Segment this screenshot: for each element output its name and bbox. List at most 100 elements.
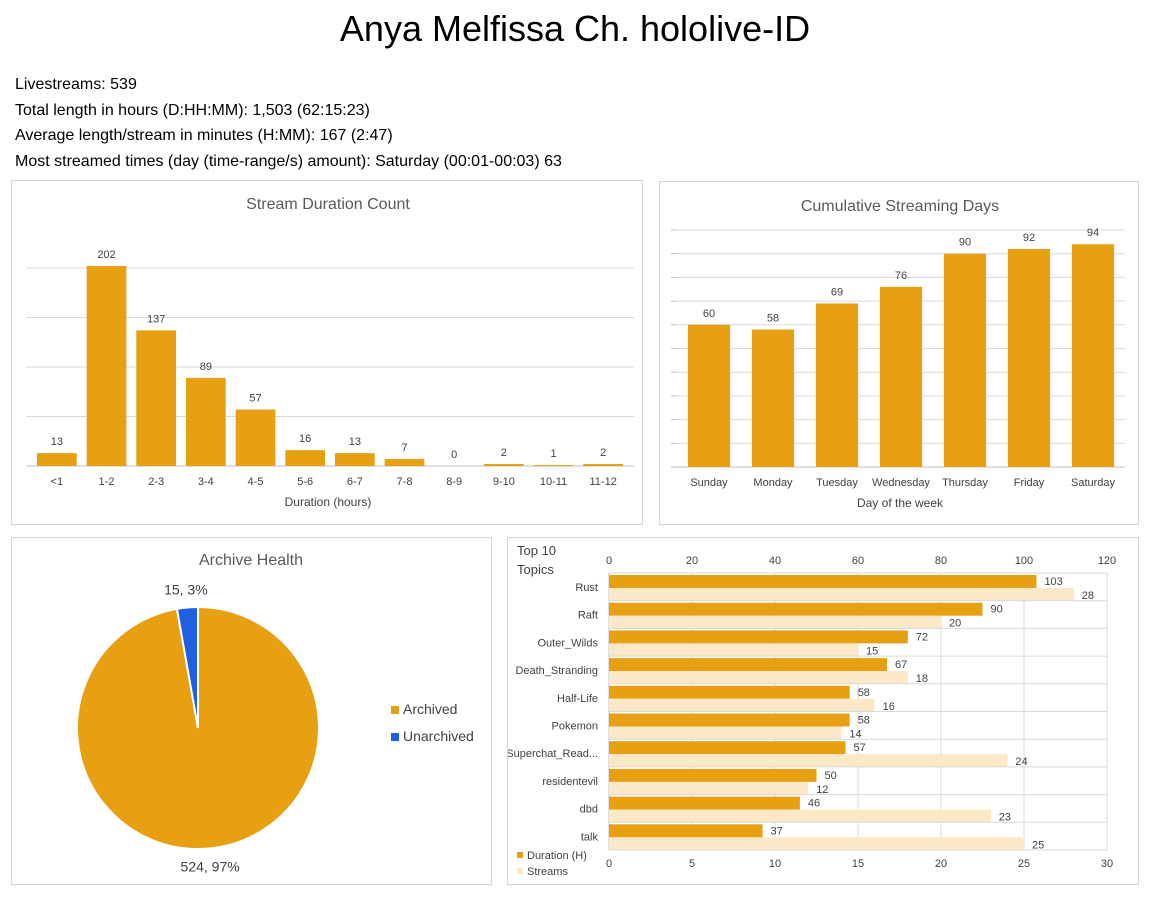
legend-swatch	[517, 852, 523, 858]
data-label: 76	[895, 270, 907, 282]
data-label: 72	[916, 631, 928, 643]
stat-livestreams: Livestreams: 539	[15, 76, 137, 93]
stat-average-length: Average length/stream in minutes (H:MM):…	[15, 127, 393, 144]
x-tick-label: 4-5	[248, 476, 264, 488]
y-tick-label: dbd	[580, 804, 598, 816]
data-label: 25	[1032, 839, 1044, 851]
data-label: 90	[991, 604, 1003, 616]
bar	[583, 464, 624, 466]
data-label: 12	[816, 784, 828, 796]
x-tick-label: 3-4	[198, 476, 214, 488]
legend-swatch	[391, 733, 399, 741]
y-tick-label: Death_Stranding	[515, 665, 598, 677]
legend-label: Duration (H)	[527, 850, 587, 862]
x-tick-label: 10-11	[540, 476, 567, 488]
x-tick-label-top: 20	[686, 555, 698, 567]
data-label: 46	[808, 798, 820, 810]
data-label: 94	[1087, 227, 1099, 239]
data-label: 90	[959, 237, 971, 249]
y-tick-label: residentevil	[542, 776, 598, 788]
data-label: 13	[51, 436, 63, 448]
x-tick-label-bottom: 10	[769, 858, 781, 870]
x-tick-label-bottom: 20	[935, 858, 947, 870]
data-label: 7	[401, 442, 407, 454]
bar	[384, 459, 425, 466]
x-tick-label-bottom: 0	[606, 858, 612, 870]
bar	[879, 286, 923, 467]
bar-duration	[609, 658, 888, 672]
bar	[334, 453, 375, 466]
y-tick-label: Rust	[575, 582, 598, 594]
bar-streams	[609, 671, 908, 685]
bar-duration	[609, 630, 908, 644]
bar-duration	[609, 741, 846, 755]
bar-streams	[609, 809, 991, 823]
x-tick-label: 11-12	[590, 476, 617, 488]
data-label: 57	[854, 742, 866, 754]
data-label: 28	[1082, 590, 1094, 602]
legend-swatch	[517, 868, 523, 874]
bar-streams	[609, 726, 842, 740]
data-label: 92	[1023, 232, 1035, 244]
page-title: Anya Melfissa Ch. hololive-ID	[339, 8, 811, 49]
y-tick-label: Raft	[578, 610, 598, 622]
slice-label: 15, 3%	[164, 582, 208, 598]
bar	[185, 377, 226, 466]
topics-chart-panel: Top 10 Topics 0 20 40 60 80 100 120 0 5 10 15 20 25 30 1…	[507, 537, 1139, 885]
data-label: 67	[895, 659, 907, 671]
data-label: 18	[916, 673, 928, 685]
data-label: 60	[703, 308, 715, 320]
x-tick-label: Wednesday	[872, 477, 930, 489]
legend-swatch	[391, 706, 399, 714]
x-tick-label: Monday	[753, 477, 793, 489]
pie-slice	[175, 605, 199, 729]
bar-streams	[609, 837, 1024, 851]
days-chart: Cumulative Streaming Days Day of the wee…	[671, 198, 1125, 510]
x-axis-label: Duration (hours)	[285, 495, 372, 509]
legend-label: Archived	[403, 701, 457, 717]
x-tick-label-bottom: 5	[689, 858, 695, 870]
days-chart-panel: Cumulative Streaming Days Day of the wee…	[659, 181, 1139, 525]
data-label: 37	[771, 825, 783, 837]
x-tick-label: Sunday	[690, 477, 728, 489]
bar	[815, 303, 859, 467]
data-label: 202	[97, 249, 115, 261]
bar	[1071, 244, 1115, 467]
data-label: 2	[501, 447, 507, 459]
data-label: 50	[825, 770, 837, 782]
slice-label: 524, 97%	[181, 858, 240, 874]
bar	[943, 253, 987, 467]
bar-streams	[609, 643, 858, 657]
duration-chart: Stream Duration Count Duration (hours) 1…	[26, 196, 634, 509]
y-tick-label: Half-Life	[557, 693, 598, 705]
data-label: 137	[147, 313, 165, 325]
data-label: 2	[600, 447, 606, 459]
bar-duration	[609, 768, 817, 782]
data-label: 14	[849, 729, 861, 741]
x-tick-label: Tuesday	[816, 477, 858, 489]
chart-title: Archive Health	[199, 552, 303, 569]
data-label: 58	[767, 313, 779, 325]
archive-chart: Archive Health 524, 97% 15, 3% Archived Una…	[76, 552, 474, 874]
bar	[687, 324, 731, 467]
bar-duration	[609, 713, 850, 727]
data-label: 89	[200, 361, 212, 373]
x-tick-label: Friday	[1014, 477, 1045, 489]
data-label: 20	[949, 618, 961, 630]
bar-streams	[609, 588, 1074, 601]
x-tick-label-top: 60	[852, 555, 864, 567]
bar	[86, 266, 127, 466]
x-tick-label-top: 40	[769, 555, 781, 567]
data-label: 16	[299, 433, 311, 445]
chart-title: Top 10	[517, 543, 556, 558]
stat-total-length: Total length in hours (D:HH:MM): 1,503 (…	[15, 101, 370, 119]
data-label: 13	[349, 436, 361, 448]
y-tick-label: Superchat_Read...	[508, 748, 598, 760]
x-tick-label: 7-8	[397, 476, 413, 488]
data-label: 16	[883, 701, 895, 713]
bar	[36, 453, 77, 466]
chart-title: Cumulative Streaming Days	[801, 198, 999, 215]
data-label: 23	[999, 812, 1011, 824]
bar-streams	[609, 615, 941, 629]
data-label: 24	[1015, 756, 1027, 768]
